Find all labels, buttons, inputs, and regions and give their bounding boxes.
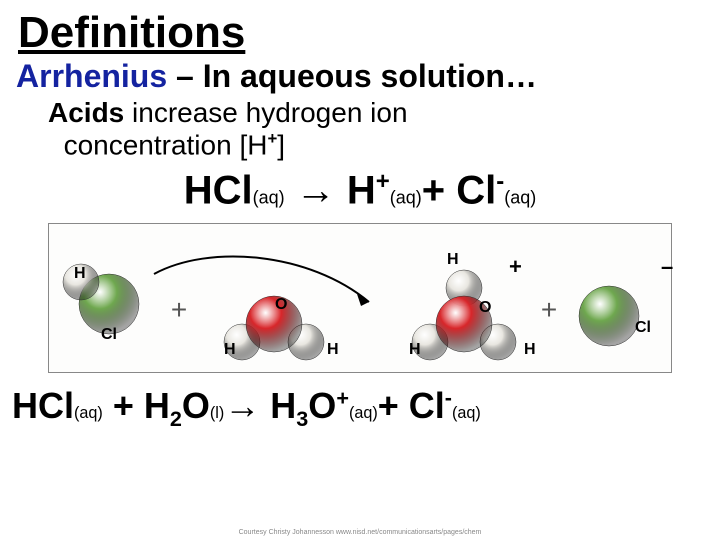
- eq2-r2: H: [144, 385, 170, 426]
- eq2-r2b: O: [182, 385, 210, 426]
- svg-text:+: +: [509, 254, 522, 279]
- eq1-p2-state: (aq): [504, 187, 536, 207]
- eq2-arrow: →: [224, 385, 270, 426]
- theory-name: Arrhenius: [16, 58, 167, 94]
- eq2-p2-state: (aq): [452, 404, 481, 422]
- eq1-r1: HCl: [184, 168, 253, 212]
- subtitle-rest: – In aqueous solution…: [167, 58, 537, 94]
- credit-text: Courtesy Christy Johannesson www.nisd.ne…: [0, 529, 720, 536]
- eq2-p2-sup: -: [445, 385, 452, 410]
- svg-text:+: +: [171, 294, 187, 325]
- subtitle: Arrhenius – In aqueous solution…: [0, 58, 720, 95]
- eq2-plus1: +: [113, 385, 144, 426]
- body-sup: +: [267, 129, 277, 148]
- eq2-p1b: O: [308, 385, 336, 426]
- eq1-r1-state: (aq): [253, 187, 285, 207]
- acids-label: Acids: [48, 97, 124, 128]
- equation-1: HCl(aq) → H+(aq)+ Cl-(aq): [0, 162, 720, 219]
- svg-text:Cl: Cl: [635, 319, 651, 336]
- svg-text:H: H: [74, 265, 86, 282]
- eq2-r2-state: (l): [210, 404, 224, 422]
- eq2-p1-sup: +: [336, 385, 349, 410]
- svg-text:H: H: [409, 341, 421, 358]
- svg-text:H: H: [524, 341, 536, 358]
- molecule-diagram: + + H Cl H O H H H O H Cl + –: [48, 223, 672, 373]
- eq1-arrow: →: [296, 168, 347, 212]
- diagram-svg: + + H Cl H O H H H O H Cl + –: [49, 224, 673, 374]
- eq1-p2: Cl: [456, 168, 496, 212]
- eq2-p1: H: [270, 385, 296, 426]
- equation-2: HCl(aq) + H2O(l)→ H3O+(aq)+ Cl-(aq): [0, 381, 720, 432]
- eq2-p2: Cl: [409, 385, 445, 426]
- eq2-p1-sub: 3: [296, 406, 308, 431]
- svg-text:+: +: [541, 294, 557, 325]
- svg-text:–: –: [661, 254, 673, 279]
- eq2-r1: HCl: [12, 385, 74, 426]
- eq2-r2-sub: 2: [170, 406, 182, 431]
- eq2-plus2: +: [378, 385, 409, 426]
- definition-text: Acids increase hydrogen ion concentratio…: [0, 95, 720, 162]
- page-title: Definitions: [0, 0, 720, 58]
- svg-text:H: H: [224, 341, 236, 358]
- eq1-p1: H: [347, 168, 376, 212]
- svg-text:O: O: [479, 299, 491, 316]
- eq2-p1-state: (aq): [349, 404, 378, 422]
- body-line1: increase hydrogen ion: [124, 97, 407, 128]
- svg-text:H: H: [327, 341, 339, 358]
- eq1-plus: +: [422, 168, 456, 212]
- svg-text:O: O: [275, 296, 287, 313]
- eq1-p1-sup: +: [376, 168, 390, 195]
- eq2-r1-state: (aq): [74, 404, 103, 422]
- eq1-p1-state: (aq): [390, 187, 422, 207]
- svg-text:H: H: [447, 251, 459, 268]
- svg-text:Cl: Cl: [101, 326, 117, 343]
- body-line2: concentration [H: [64, 130, 268, 161]
- body-line2-end: ]: [277, 130, 285, 161]
